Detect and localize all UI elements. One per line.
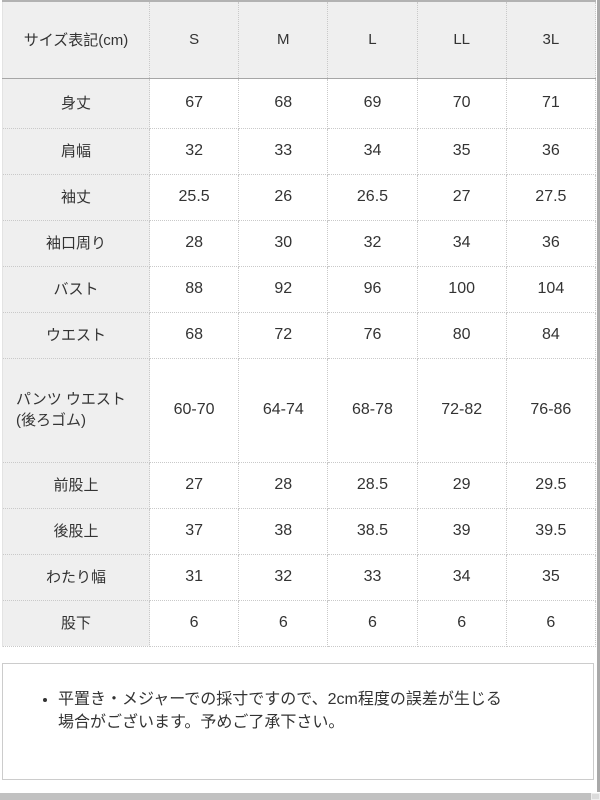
- size-value-cell: 6: [238, 599, 329, 647]
- size-value-cell: 34: [327, 127, 418, 175]
- row-label: バスト: [2, 265, 150, 313]
- size-value-cell: 100: [416, 265, 507, 313]
- size-value-cell: 6: [416, 599, 507, 647]
- size-value-cell: 32: [327, 219, 418, 267]
- size-value-cell: 30: [238, 219, 329, 267]
- size-value-cell: 34: [416, 219, 507, 267]
- size-value-cell: 28: [148, 219, 240, 267]
- horizontal-scrollbar[interactable]: [0, 793, 591, 800]
- size-value-cell: 28.5: [327, 461, 418, 509]
- size-table-header: サイズ表記(cm) S M L LL 3L: [2, 1, 597, 79]
- size-value-cell: 64-74: [238, 357, 329, 463]
- size-value-cell: 6: [327, 599, 418, 647]
- row-label: ウエスト: [2, 311, 150, 359]
- size-value-cell: 38.5: [327, 507, 418, 555]
- table-row: 袖口周り 28 30 32 34 36: [2, 219, 597, 267]
- measurement-note-text: 平置き・メジャーでの採寸ですので、2cm程度の誤差が生じる 場合がございます。予…: [58, 688, 565, 734]
- table-row: 前股上 27 28 28.5 29 29.5: [2, 461, 597, 509]
- size-value-cell: 76: [327, 311, 418, 359]
- size-value-cell: 76-86: [505, 357, 597, 463]
- size-value-cell: 60-70: [148, 357, 240, 463]
- table-row: 袖丈 25.5 26 26.5 27 27.5: [2, 173, 597, 221]
- vertical-scrollbar[interactable]: [597, 0, 600, 792]
- header-row: サイズ表記(cm) S M L LL 3L: [2, 1, 597, 79]
- size-value-cell: 92: [238, 265, 329, 313]
- measurement-note-box: 平置き・メジャーでの採寸ですので、2cm程度の誤差が生じる 場合がございます。予…: [2, 663, 594, 780]
- row-label: わたり幅: [2, 553, 150, 601]
- size-value-cell: 38: [238, 507, 329, 555]
- row-label: 身丈: [2, 77, 150, 129]
- size-table-body: 身丈 67 68 69 70 71 肩幅 32 33 34 35 36 袖丈 25.5 26 26.5 27 27…: [2, 77, 597, 647]
- size-value-cell: 26.5: [327, 173, 418, 221]
- size-value-cell: 35: [505, 553, 597, 601]
- size-value-cell: 28: [238, 461, 329, 509]
- size-value-cell: 104: [505, 265, 597, 313]
- size-value-cell: 88: [148, 265, 240, 313]
- size-value-cell: 29.5: [505, 461, 597, 509]
- header-cell-label: サイズ表記(cm): [2, 1, 150, 79]
- row-label: 前股上: [2, 461, 150, 509]
- size-value-cell: 68: [148, 311, 240, 359]
- row-label: パンツ ウエスト (後ろゴム): [2, 357, 150, 463]
- row-label: 袖口周り: [2, 219, 150, 267]
- size-value-cell: 25.5: [148, 173, 240, 221]
- size-value-cell: 39.5: [505, 507, 597, 555]
- size-spec-table: サイズ表記(cm) S M L LL 3L 身丈 67 68 69 70 71 肩幅 32 33 34 35 3…: [2, 0, 597, 647]
- table-row: ウエスト 68 72 76 80 84: [2, 311, 597, 359]
- size-value-cell: 80: [416, 311, 507, 359]
- size-value-cell: 34: [416, 553, 507, 601]
- size-value-cell: 68-78: [327, 357, 418, 463]
- table-row: 後股上 37 38 38.5 39 39.5: [2, 507, 597, 555]
- size-value-cell: 36: [505, 127, 597, 175]
- size-value-cell: 70: [416, 77, 507, 129]
- row-label: 後股上: [2, 507, 150, 555]
- header-cell-size: 3L: [505, 1, 597, 79]
- size-value-cell: 36: [505, 219, 597, 267]
- size-value-cell: 96: [327, 265, 418, 313]
- header-cell-size: M: [238, 1, 329, 79]
- header-cell-size: L: [327, 1, 418, 79]
- size-value-cell: 72-82: [416, 357, 507, 463]
- size-value-cell: 33: [238, 127, 329, 175]
- table-row: わたり幅 31 32 33 34 35: [2, 553, 597, 601]
- table-row: 肩幅 32 33 34 35 36: [2, 127, 597, 175]
- table-row: 身丈 67 68 69 70 71: [2, 77, 597, 129]
- size-value-cell: 27.5: [505, 173, 597, 221]
- size-value-cell: 68: [238, 77, 329, 129]
- size-value-cell: 6: [505, 599, 597, 647]
- header-cell-size: LL: [416, 1, 507, 79]
- size-value-cell: 27: [416, 173, 507, 221]
- size-value-cell: 29: [416, 461, 507, 509]
- size-value-cell: 69: [327, 77, 418, 129]
- row-label: 肩幅: [2, 127, 150, 175]
- size-value-cell: 32: [148, 127, 240, 175]
- header-cell-size: S: [148, 1, 240, 79]
- table-row: 股下 6 6 6 6 6: [2, 599, 597, 647]
- size-value-cell: 27: [148, 461, 240, 509]
- row-label: 袖丈: [2, 173, 150, 221]
- size-value-cell: 84: [505, 311, 597, 359]
- size-value-cell: 31: [148, 553, 240, 601]
- size-value-cell: 39: [416, 507, 507, 555]
- scrollbar-corner: [591, 793, 600, 800]
- table-row: バスト 88 92 96 100 104: [2, 265, 597, 313]
- table-row: パンツ ウエスト (後ろゴム) 60-70 64-74 68-78 72-82 76-86: [2, 357, 597, 463]
- size-value-cell: 67: [148, 77, 240, 129]
- size-value-cell: 26: [238, 173, 329, 221]
- size-value-cell: 33: [327, 553, 418, 601]
- row-label: 股下: [2, 599, 150, 647]
- size-value-cell: 32: [238, 553, 329, 601]
- size-value-cell: 6: [148, 599, 240, 647]
- size-value-cell: 72: [238, 311, 329, 359]
- size-value-cell: 35: [416, 127, 507, 175]
- size-value-cell: 71: [505, 77, 597, 129]
- size-value-cell: 37: [148, 507, 240, 555]
